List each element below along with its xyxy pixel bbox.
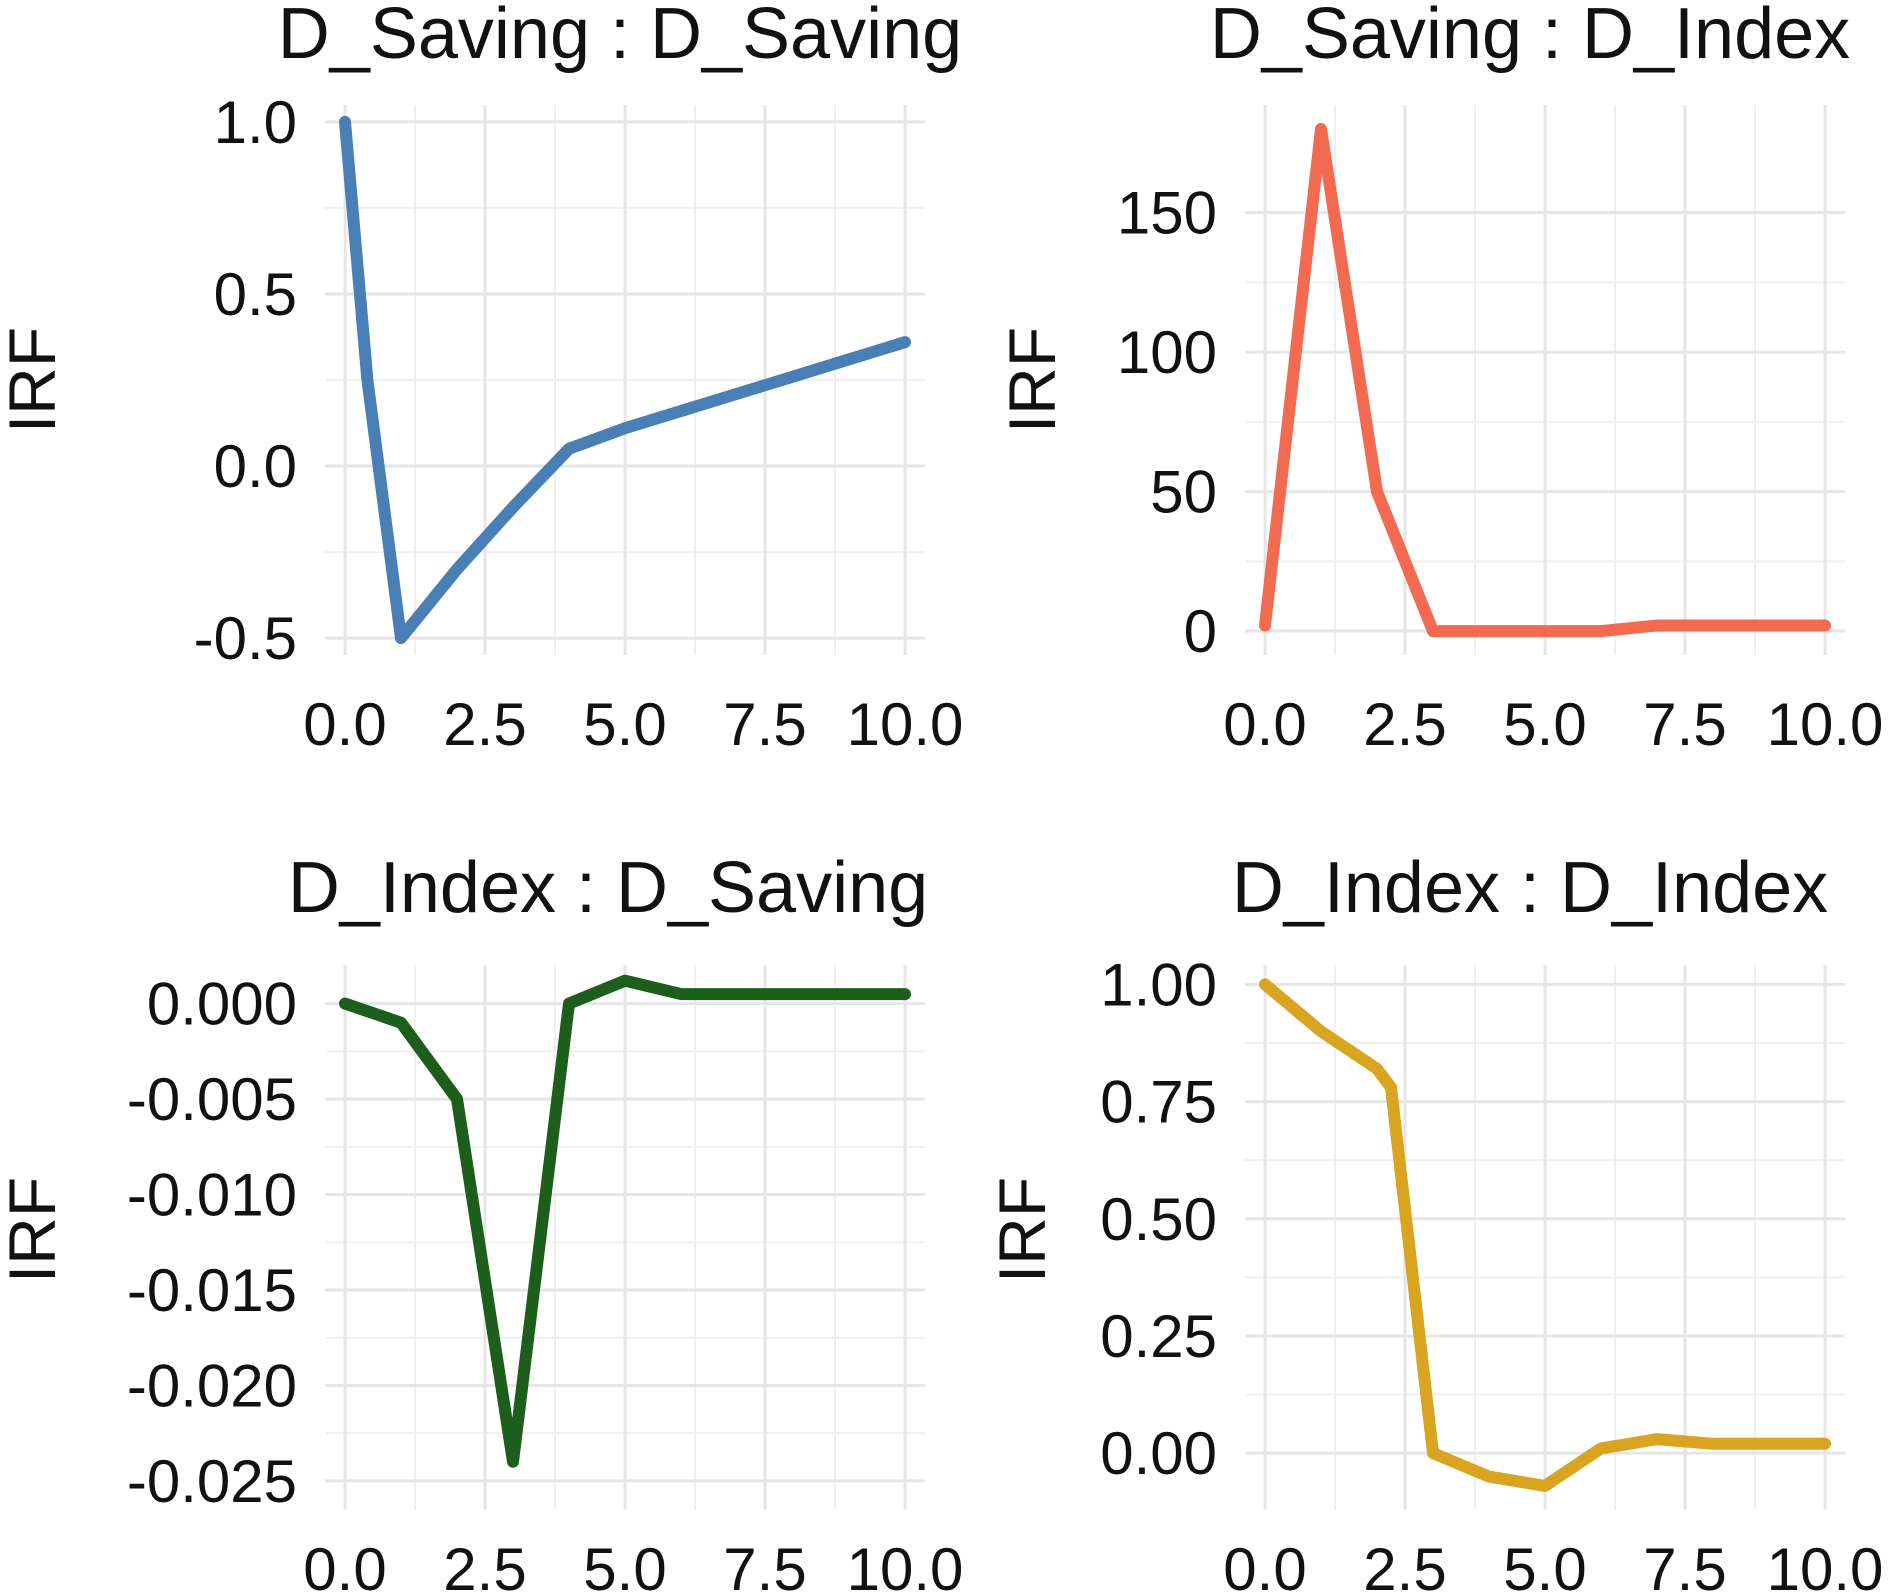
- x-tick-label: 0.0: [303, 691, 386, 758]
- y-tick-label: 0.000: [147, 971, 297, 1038]
- panel-grid: [325, 965, 925, 1510]
- x-tick-labels: 0.0 2.5 5.0 7.5 10.0: [1223, 1536, 1883, 1596]
- x-tick-label: 5.0: [1503, 691, 1586, 758]
- panel-title: D_Saving : D_Index: [1210, 0, 1850, 74]
- panel-title: D_Index : D_Index: [1232, 848, 1828, 928]
- panel-grid: [325, 105, 925, 655]
- x-tick-label: 10.0: [847, 1536, 964, 1596]
- x-tick-label: 10.0: [1767, 1536, 1884, 1596]
- panel-saving-index: 0.0 2.5 5.0 7.5 10.0 0 50 100 150 D_Saving : D_…: [995, 0, 1883, 758]
- x-tick-label: 2.5: [443, 1536, 526, 1596]
- y-tick-label: 1.0: [214, 89, 297, 156]
- y-axis-label: IRF: [995, 327, 1069, 433]
- x-tick-labels: 0.0 2.5 5.0 7.5 10.0: [303, 1536, 963, 1596]
- panel-saving-saving: 0.0 2.5 5.0 7.5 10.0 -0.50.00.51.0 D_Saving …: [0, 0, 963, 758]
- x-tick-label: 7.5: [723, 691, 806, 758]
- x-tick-label: 7.5: [1643, 691, 1726, 758]
- y-tick-label: -0.5: [194, 605, 297, 672]
- y-tick-label: -0.005: [127, 1066, 297, 1133]
- x-tick-label: 0.0: [1223, 691, 1306, 758]
- panel-index-saving: 0.0 2.5 5.0 7.5 10.0 -0.025 -0.020 -0.015 -0.01…: [0, 848, 963, 1596]
- x-tick-label: 5.0: [583, 1536, 666, 1596]
- y-tick-label: -0.020: [127, 1352, 297, 1419]
- irf-series-line: [339, 115, 911, 645]
- y-tick-label: 100: [1117, 319, 1217, 386]
- y-tick-label: 0.50: [1100, 1186, 1217, 1253]
- irf-series-line: [1259, 122, 1831, 638]
- irf-series-line: [339, 974, 911, 1468]
- y-tick-labels: 0.00 0.25 0.50 0.75 1.00: [1100, 951, 1217, 1487]
- y-axis-label: IRF: [0, 327, 69, 433]
- x-tick-label: 0.0: [1223, 1536, 1306, 1596]
- x-tick-labels: 0.0 2.5 5.0 7.5 10.0: [1223, 691, 1883, 758]
- panel-title: D_Saving : D_Saving: [278, 0, 962, 74]
- x-tick-label: 2.5: [1363, 691, 1446, 758]
- irf-series-line: [1259, 978, 1831, 1492]
- y-tick-label: 150: [1117, 180, 1217, 247]
- y-tick-label: 1.00: [1100, 951, 1217, 1018]
- y-tick-label: -0.025: [127, 1448, 297, 1515]
- y-tick-labels: -0.5 0.0 0.5 1.0: [194, 89, 297, 672]
- x-tick-label: 7.5: [723, 1536, 806, 1596]
- x-tick-label: 2.5: [443, 691, 526, 758]
- y-tick-label: 0.5: [214, 261, 297, 328]
- x-tick-label: 2.5: [1363, 1536, 1446, 1596]
- y-tick-labels: -0.025 -0.020 -0.015 -0.010 -0.005 0.000: [127, 971, 297, 1515]
- panel-series: [339, 974, 911, 1468]
- y-tick-label: 50: [1150, 459, 1217, 526]
- y-tick-label: -0.015: [127, 1257, 297, 1324]
- x-tick-label: 10.0: [847, 691, 964, 758]
- panel-index-index: 0.0 2.5 5.0 7.5 10.0 0.00 0.25 0.50 0.75 1.00 D_…: [985, 848, 1883, 1596]
- x-tick-label: 7.5: [1643, 1536, 1726, 1596]
- panel-series: [339, 115, 911, 645]
- x-tick-label: 0.0: [303, 1536, 386, 1596]
- x-tick-label: 10.0: [1767, 691, 1884, 758]
- x-tick-label: 5.0: [583, 691, 666, 758]
- x-tick-labels: 0.0 2.5 5.0 7.5 10.0: [303, 691, 963, 758]
- y-tick-label: -0.010: [127, 1162, 297, 1229]
- y-tick-label: 0.00: [1100, 1420, 1217, 1487]
- y-tick-label: 0: [1184, 598, 1217, 665]
- panel-series: [1259, 978, 1831, 1492]
- y-tick-labels: 0 50 100 150: [1117, 180, 1217, 665]
- panel-grid: [1245, 965, 1845, 1510]
- y-tick-label: 0.75: [1100, 1069, 1217, 1136]
- y-tick-label: 0.25: [1100, 1303, 1217, 1370]
- panel-series: [1259, 122, 1831, 638]
- y-tick-label: 0.0: [214, 433, 297, 500]
- y-axis-label: IRF: [985, 1177, 1059, 1283]
- x-tick-label: 5.0: [1503, 1536, 1586, 1596]
- y-axis-label: IRF: [0, 1177, 69, 1283]
- panel-title: D_Index : D_Saving: [288, 848, 928, 928]
